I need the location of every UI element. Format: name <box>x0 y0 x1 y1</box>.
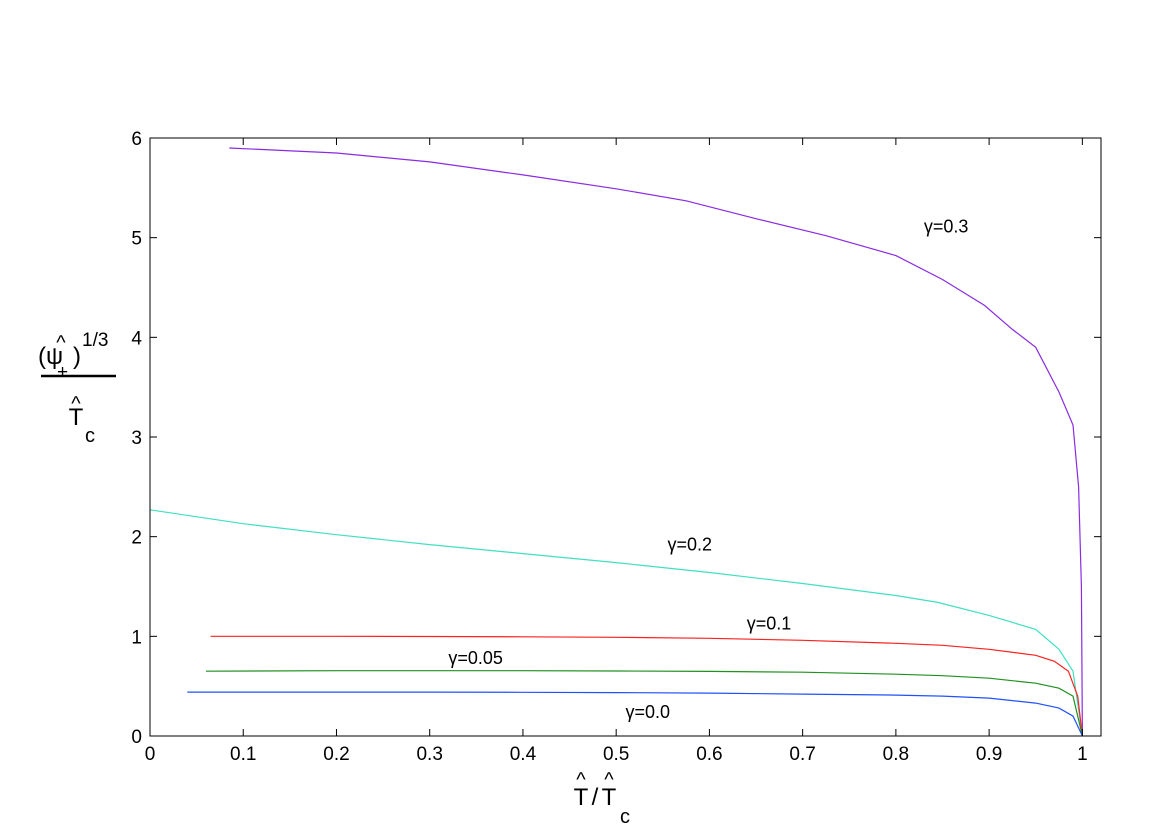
y-tick-label: 2 <box>131 528 142 549</box>
x-tick-label: 0.7 <box>789 744 815 765</box>
x-axis-label-slash: / <box>592 784 599 811</box>
series-line-1 <box>149 509 1083 737</box>
series-line-0 <box>229 147 1083 737</box>
x-axis-label-hat-2: ^ <box>604 769 614 791</box>
series-label-0: γ=0.3 <box>924 217 969 237</box>
series-label-2: γ=0.1 <box>747 613 792 633</box>
series-line-2 <box>210 635 1083 737</box>
y-axis-label-top: (ψ <box>38 343 63 370</box>
x-tick-label: 0.1 <box>230 744 256 765</box>
x-tick-label: 0.4 <box>510 744 537 765</box>
x-tick-label: 0 <box>145 744 156 765</box>
y-axis-label: ^ (ψ + ) 1/3 ^ T c <box>38 330 116 447</box>
series-label-layer: γ=0.3 γ=0.2 γ=0.1 γ=0.05 γ=0.0 <box>448 217 968 722</box>
series-label-3: γ=0.05 <box>448 648 503 668</box>
series-label-4: γ=0.0 <box>626 702 671 722</box>
x-axis-label-numerator: T <box>574 784 589 811</box>
x-axis-label-hat-1: ^ <box>576 769 586 791</box>
x-tick-label: 0.5 <box>603 744 629 765</box>
y-axis-label-hat-psi: ^ <box>56 332 66 354</box>
x-tick-label: 0.9 <box>976 744 1002 765</box>
series-label-1: γ=0.2 <box>668 535 713 555</box>
y-axis-label-hat-t: ^ <box>71 393 81 415</box>
y-axis-label-bottom: T <box>69 404 84 431</box>
x-axis-label-denominator: T <box>602 784 617 811</box>
x-tick-label: 0.8 <box>883 744 909 765</box>
y-axis-label-top-subscript: + <box>57 362 68 383</box>
series-layer <box>149 147 1083 737</box>
x-axis-label-subscript: c <box>620 806 630 828</box>
y-tick-label: 0 <box>131 727 142 748</box>
y-tick-label: 1 <box>131 627 142 648</box>
y-tick-label: 6 <box>131 129 142 150</box>
tick-layer: 0 0.1 0.2 0.3 0.4 0.5 0.6 0.7 0.8 0.9 1 0 1 2 3 4 5 6 <box>131 129 1101 765</box>
y-axis-label-bottom-subscript: c <box>85 425 95 447</box>
x-tick-label: 0.6 <box>696 744 722 765</box>
x-axis-label: ^ T / ^ T c <box>574 769 630 828</box>
y-axis-label-close-paren: ) <box>73 343 81 370</box>
series-line-3 <box>205 670 1083 737</box>
y-tick-label: 3 <box>131 428 142 449</box>
x-tick-label: 0.2 <box>323 744 349 765</box>
x-tick-label: 1 <box>1077 744 1088 765</box>
y-tick-label: 5 <box>131 229 142 250</box>
y-tick-label: 4 <box>131 328 142 349</box>
y-axis-label-top-superscript: 1/3 <box>82 330 108 351</box>
series-line-4 <box>187 691 1083 737</box>
x-tick-label: 0.3 <box>416 744 442 765</box>
